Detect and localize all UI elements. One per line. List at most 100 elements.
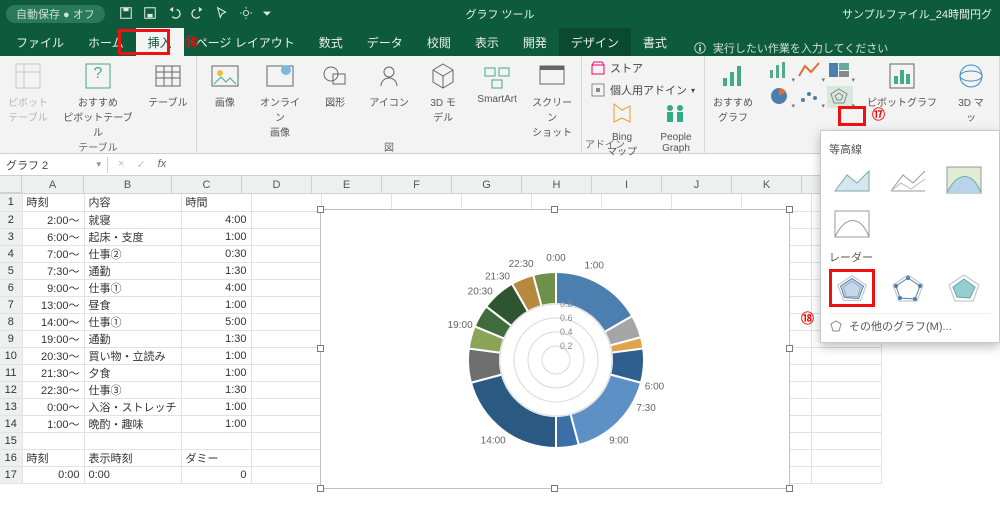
cancel-icon[interactable]: ×: [118, 158, 124, 171]
name-box[interactable]: グラフ 2: [0, 157, 108, 173]
tab-data[interactable]: データ: [355, 28, 415, 56]
ribbon-tabs: ファイル ホーム 挿入 ページ レイアウト 数式 データ 校閲 表示 開発 デザ…: [0, 28, 1000, 56]
treemap-icon[interactable]: [827, 60, 853, 82]
svg-text:9:00: 9:00: [609, 435, 629, 446]
pivot-table-button[interactable]: ピボット テーブル: [8, 60, 48, 124]
callout-16: ⑯: [185, 32, 198, 51]
group-label: 図: [205, 139, 573, 154]
resize-handle[interactable]: [551, 485, 558, 492]
icons-button[interactable]: アイコン: [369, 60, 409, 109]
line-chart-icon[interactable]: [797, 60, 823, 82]
svg-text:1:00: 1:00: [584, 260, 604, 271]
tab-review[interactable]: 校閲: [415, 28, 463, 56]
pie-chart-icon[interactable]: [767, 86, 793, 108]
my-addins-button[interactable]: 個人用アドイン ▾: [590, 82, 695, 98]
group-tables: ピボット テーブル ? おすすめ ピボットテーブル テーブル テーブル: [0, 56, 197, 153]
recommended-charts-button[interactable]: おすすめ グラフ: [713, 60, 753, 124]
file-title: サンプルファイル_24時間円グ: [842, 6, 992, 22]
tell-me[interactable]: 実行したい作業を入力してください: [693, 40, 888, 56]
svg-text:0.6: 0.6: [560, 313, 573, 323]
callout-18: ⑱: [801, 308, 814, 327]
surface-contour-thumb[interactable]: [941, 161, 987, 199]
tab-insert[interactable]: 挿入: [136, 28, 184, 56]
tab-view[interactable]: 表示: [463, 28, 511, 56]
tab-developer[interactable]: 開発: [511, 28, 559, 56]
col-E[interactable]: E: [312, 176, 382, 193]
col-G[interactable]: G: [452, 176, 522, 193]
scatter-icon[interactable]: [797, 86, 823, 108]
enter-icon[interactable]: ✓: [136, 158, 145, 171]
radar-marker-thumb[interactable]: [885, 269, 931, 307]
pivot-chart-button[interactable]: ピボットグラフ: [867, 60, 937, 109]
tab-file[interactable]: ファイル: [4, 28, 76, 56]
col-I[interactable]: I: [592, 176, 662, 193]
svg-text:0.4: 0.4: [560, 327, 573, 337]
3d-model-button[interactable]: 3D モ デル: [423, 60, 463, 124]
col-K[interactable]: K: [732, 176, 802, 193]
col-A[interactable]: A: [22, 176, 84, 193]
column-chart-icon[interactable]: [767, 60, 793, 82]
col-D[interactable]: D: [242, 176, 312, 193]
sun-icon[interactable]: [239, 6, 253, 23]
callout-17: ⑰: [872, 104, 885, 123]
chart-type-grid: [767, 60, 853, 108]
context-tab-title: グラフ ツール: [465, 6, 534, 22]
screenshot-button[interactable]: スクリーン ショット: [531, 60, 573, 139]
group-addins: ストア 個人用アドイン ▾ Bing マップ People Graph アドイン: [582, 56, 705, 153]
group-label: アドイン: [520, 136, 690, 151]
group-label: テーブル: [8, 139, 188, 154]
qat-more-icon[interactable]: ⏷: [263, 8, 272, 21]
fx-icon[interactable]: fx: [158, 158, 167, 171]
surface-3d-thumb[interactable]: [829, 161, 875, 199]
donut-chart: 0.20.40.60.80:001:006:007:309:0014:0019:…: [321, 210, 791, 490]
3d-map-button[interactable]: 3D マ ッ: [951, 60, 991, 124]
svg-text:20:30: 20:30: [468, 287, 493, 298]
tab-page-layout[interactable]: ページ レイアウト: [184, 28, 307, 56]
svg-text:14:00: 14:00: [481, 435, 506, 446]
quick-access-toolbar: ⏷: [119, 6, 272, 23]
svg-text:0.8: 0.8: [560, 299, 573, 309]
col-C[interactable]: C: [172, 176, 242, 193]
online-image-button[interactable]: オンライン 画像: [259, 60, 301, 139]
col-H[interactable]: H: [522, 176, 592, 193]
undo-icon[interactable]: [167, 6, 181, 23]
tab-format[interactable]: 書式: [631, 28, 679, 56]
radar-filled-thumb[interactable]: [941, 269, 987, 307]
dropdown-section-surface: 等高線: [829, 141, 991, 157]
tab-formulas[interactable]: 数式: [307, 28, 355, 56]
save-icon[interactable]: [143, 6, 157, 23]
cursor-icon[interactable]: [215, 6, 229, 23]
store-button[interactable]: ストア: [590, 60, 643, 76]
tab-home[interactable]: ホーム: [76, 28, 136, 56]
dropdown-section-radar: レーダー: [829, 249, 991, 265]
shapes-button[interactable]: 図形: [315, 60, 355, 109]
more-charts-item[interactable]: その他のグラフ(M)...: [829, 313, 991, 334]
recommended-pivot-button[interactable]: ? おすすめ ピボットテーブル: [62, 60, 134, 139]
tab-design[interactable]: デザイン: [559, 28, 631, 56]
surface-radar-icon[interactable]: [827, 86, 853, 108]
resize-handle[interactable]: [317, 206, 324, 213]
col-J[interactable]: J: [662, 176, 732, 193]
autosave-toggle[interactable]: 自動保存 ● オフ: [6, 5, 105, 23]
radar-line-thumb[interactable]: [829, 269, 875, 307]
save-icon[interactable]: [119, 6, 133, 23]
resize-handle[interactable]: [317, 345, 324, 352]
svg-text:19:00: 19:00: [448, 320, 473, 331]
image-button[interactable]: 画像: [205, 60, 245, 109]
resize-handle[interactable]: [786, 485, 793, 492]
smartart-button[interactable]: SmartArt: [477, 60, 517, 105]
surface-contour-wire-thumb[interactable]: [829, 205, 875, 243]
col-F[interactable]: F: [382, 176, 452, 193]
title-bar: 自動保存 ● オフ ⏷ グラフ ツール サンプルファイル_24時間円グ: [0, 0, 1000, 28]
resize-handle[interactable]: [786, 345, 793, 352]
surface-wire-thumb[interactable]: [885, 161, 931, 199]
col-B[interactable]: B: [84, 176, 172, 193]
chart-object[interactable]: 0.20.40.60.80:001:006:007:309:0014:0019:…: [320, 209, 790, 489]
redo-icon[interactable]: [191, 6, 205, 23]
svg-text:21:30: 21:30: [485, 271, 510, 282]
table-button[interactable]: テーブル: [148, 60, 188, 109]
svg-text:22:30: 22:30: [509, 259, 534, 270]
resize-handle[interactable]: [786, 206, 793, 213]
resize-handle[interactable]: [317, 485, 324, 492]
resize-handle[interactable]: [551, 206, 558, 213]
